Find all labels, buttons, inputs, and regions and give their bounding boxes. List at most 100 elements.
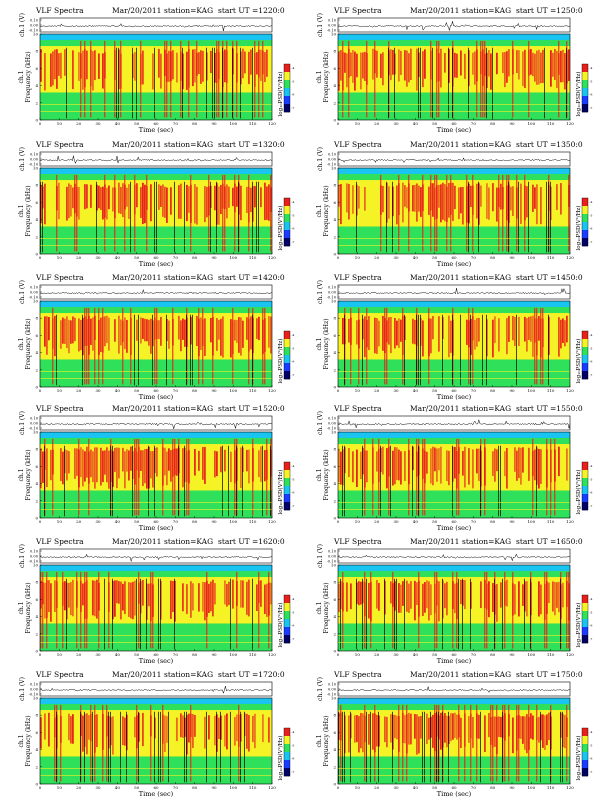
spectrogram-cell xyxy=(172,50,174,80)
spectrogram-cell xyxy=(146,174,148,252)
x-tick-label: 110 xyxy=(249,388,257,393)
spectrogram-band-top xyxy=(338,301,570,308)
spectrogram-cell xyxy=(180,713,182,738)
spectrogram-cell xyxy=(74,174,76,252)
header-date: Mar/20/2011 xyxy=(410,273,460,282)
x-tick-label: 10 xyxy=(355,652,361,657)
spectrogram-cell xyxy=(212,307,214,385)
spectrogram-cell xyxy=(458,704,460,782)
spectrogram-cell xyxy=(68,183,70,219)
spectrogram-cell xyxy=(406,50,408,87)
spectrogram-cell xyxy=(492,319,494,358)
spectrogram-cell xyxy=(58,182,60,220)
spectrogram-cell xyxy=(406,580,408,612)
spectrogram-cell xyxy=(428,581,430,621)
spectrogram-cell xyxy=(126,449,128,472)
x-tick-label: 50 xyxy=(134,388,140,393)
spectrogram-cell xyxy=(356,715,358,743)
spectrogram-cell xyxy=(266,583,268,617)
spectrogram-cell xyxy=(366,40,368,118)
header-start-ut: start UT =1550:0 xyxy=(516,404,583,413)
spectrogram-cell xyxy=(448,711,449,783)
y-tick-label: 2 xyxy=(333,100,336,105)
spectrogram-cell xyxy=(456,714,458,740)
spectrogram-cell xyxy=(558,446,560,477)
spectrogram-cell xyxy=(544,47,545,119)
spectrogram-cell xyxy=(476,40,478,118)
spectrogram-cell xyxy=(486,571,488,649)
x-tick-label: 110 xyxy=(547,388,555,393)
spectrogram-cell xyxy=(118,447,120,479)
spectrogram-cell xyxy=(256,584,258,612)
spectrogram-cell xyxy=(134,716,136,738)
x-tick-label: 10 xyxy=(355,255,361,260)
spectrogram-cell xyxy=(104,316,106,347)
trace-tick-label: 0.00 xyxy=(328,688,337,692)
spectrogram-cell xyxy=(384,716,386,743)
spectrogram-cell xyxy=(350,711,351,783)
spectrogram-cell xyxy=(246,186,248,213)
colorbar-tick-label: -7 xyxy=(590,240,593,244)
header-station: station=KAG xyxy=(164,6,214,15)
header-station: station=KAG xyxy=(462,273,512,282)
spectrogram-cell xyxy=(76,571,78,649)
trace-tick-label: 0.10 xyxy=(328,550,337,554)
spectrogram-cell xyxy=(194,184,196,224)
spectrogram-cell xyxy=(480,185,482,207)
spectrogram-cell xyxy=(188,40,190,118)
y-tick-label: 6 xyxy=(35,464,38,469)
spectrogram-cell xyxy=(538,316,540,341)
trace-axis-label: ch.1 (V) xyxy=(19,411,26,435)
colorbar-tick-label: -6 xyxy=(292,93,295,97)
colorbar-label: log₁₀PSD(V²/Hz) xyxy=(575,206,582,251)
spectrogram-cell xyxy=(516,174,518,252)
spectrogram-cell xyxy=(72,714,74,744)
spectrogram-cell xyxy=(236,319,238,343)
colorbar-segment xyxy=(284,744,290,753)
y-tick-label: 0 xyxy=(35,118,38,123)
y-tick-label: 2 xyxy=(35,631,38,636)
spectrogram-cell xyxy=(492,582,494,612)
spectrogram-cell xyxy=(430,40,432,118)
spectrogram-cell xyxy=(228,445,229,517)
spectrogram-cell xyxy=(466,319,468,345)
y-tick-label: 6 xyxy=(35,597,38,602)
spectrogram-cell xyxy=(424,49,426,79)
spectrogram-cell xyxy=(102,186,104,220)
x-tick-label: 70 xyxy=(173,652,179,657)
y-tick-label: 6 xyxy=(35,730,38,735)
spectrogram-cell xyxy=(394,578,395,650)
x-tick-label: 10 xyxy=(57,519,63,524)
channel-label: ch.1 xyxy=(18,71,25,84)
colorbar-tick-label: -4 xyxy=(590,333,593,337)
spectrogram-cell xyxy=(98,571,100,649)
colorbar-label: log₁₀PSD(V²/Hz) xyxy=(277,470,284,515)
spectrogram-cell xyxy=(182,448,184,488)
x-axis-label: Time (sec) xyxy=(437,260,472,268)
spectrogram-cell xyxy=(360,52,362,90)
x-tick-label: 60 xyxy=(451,255,457,260)
trace-frame xyxy=(39,415,273,431)
spectrogram-cell xyxy=(146,319,148,342)
y-axis-label: Frequency (kHz) xyxy=(323,185,330,236)
spectrogram-cell xyxy=(248,51,250,85)
colorbar-tick-label: -7 xyxy=(590,373,593,377)
spectrogram-cell xyxy=(152,314,153,386)
spectrogram-panel: VLF Spectra Mar/20/2011 station=KAG start U… xyxy=(6,273,302,401)
spectrogram-cell xyxy=(128,184,130,219)
spectrogram-cell xyxy=(420,47,421,119)
spectrogram-cell xyxy=(342,317,344,345)
spectrogram-cell xyxy=(62,451,64,485)
spectrogram-cell xyxy=(254,40,256,118)
spectrogram-cell xyxy=(366,578,367,650)
spectrogram-cell xyxy=(404,715,406,744)
spectrogram-cell xyxy=(194,715,196,737)
y-tick-label: 2 xyxy=(333,498,336,503)
header-product: VLF Spectra xyxy=(36,140,84,149)
x-tick-label: 20 xyxy=(76,519,82,524)
spectrogram-cell xyxy=(86,571,88,649)
spectrogram-cell xyxy=(494,448,496,482)
colorbar-tick-label: -4 xyxy=(292,464,295,468)
x-tick-label: 100 xyxy=(528,388,536,393)
spectrogram-cell xyxy=(546,714,548,746)
